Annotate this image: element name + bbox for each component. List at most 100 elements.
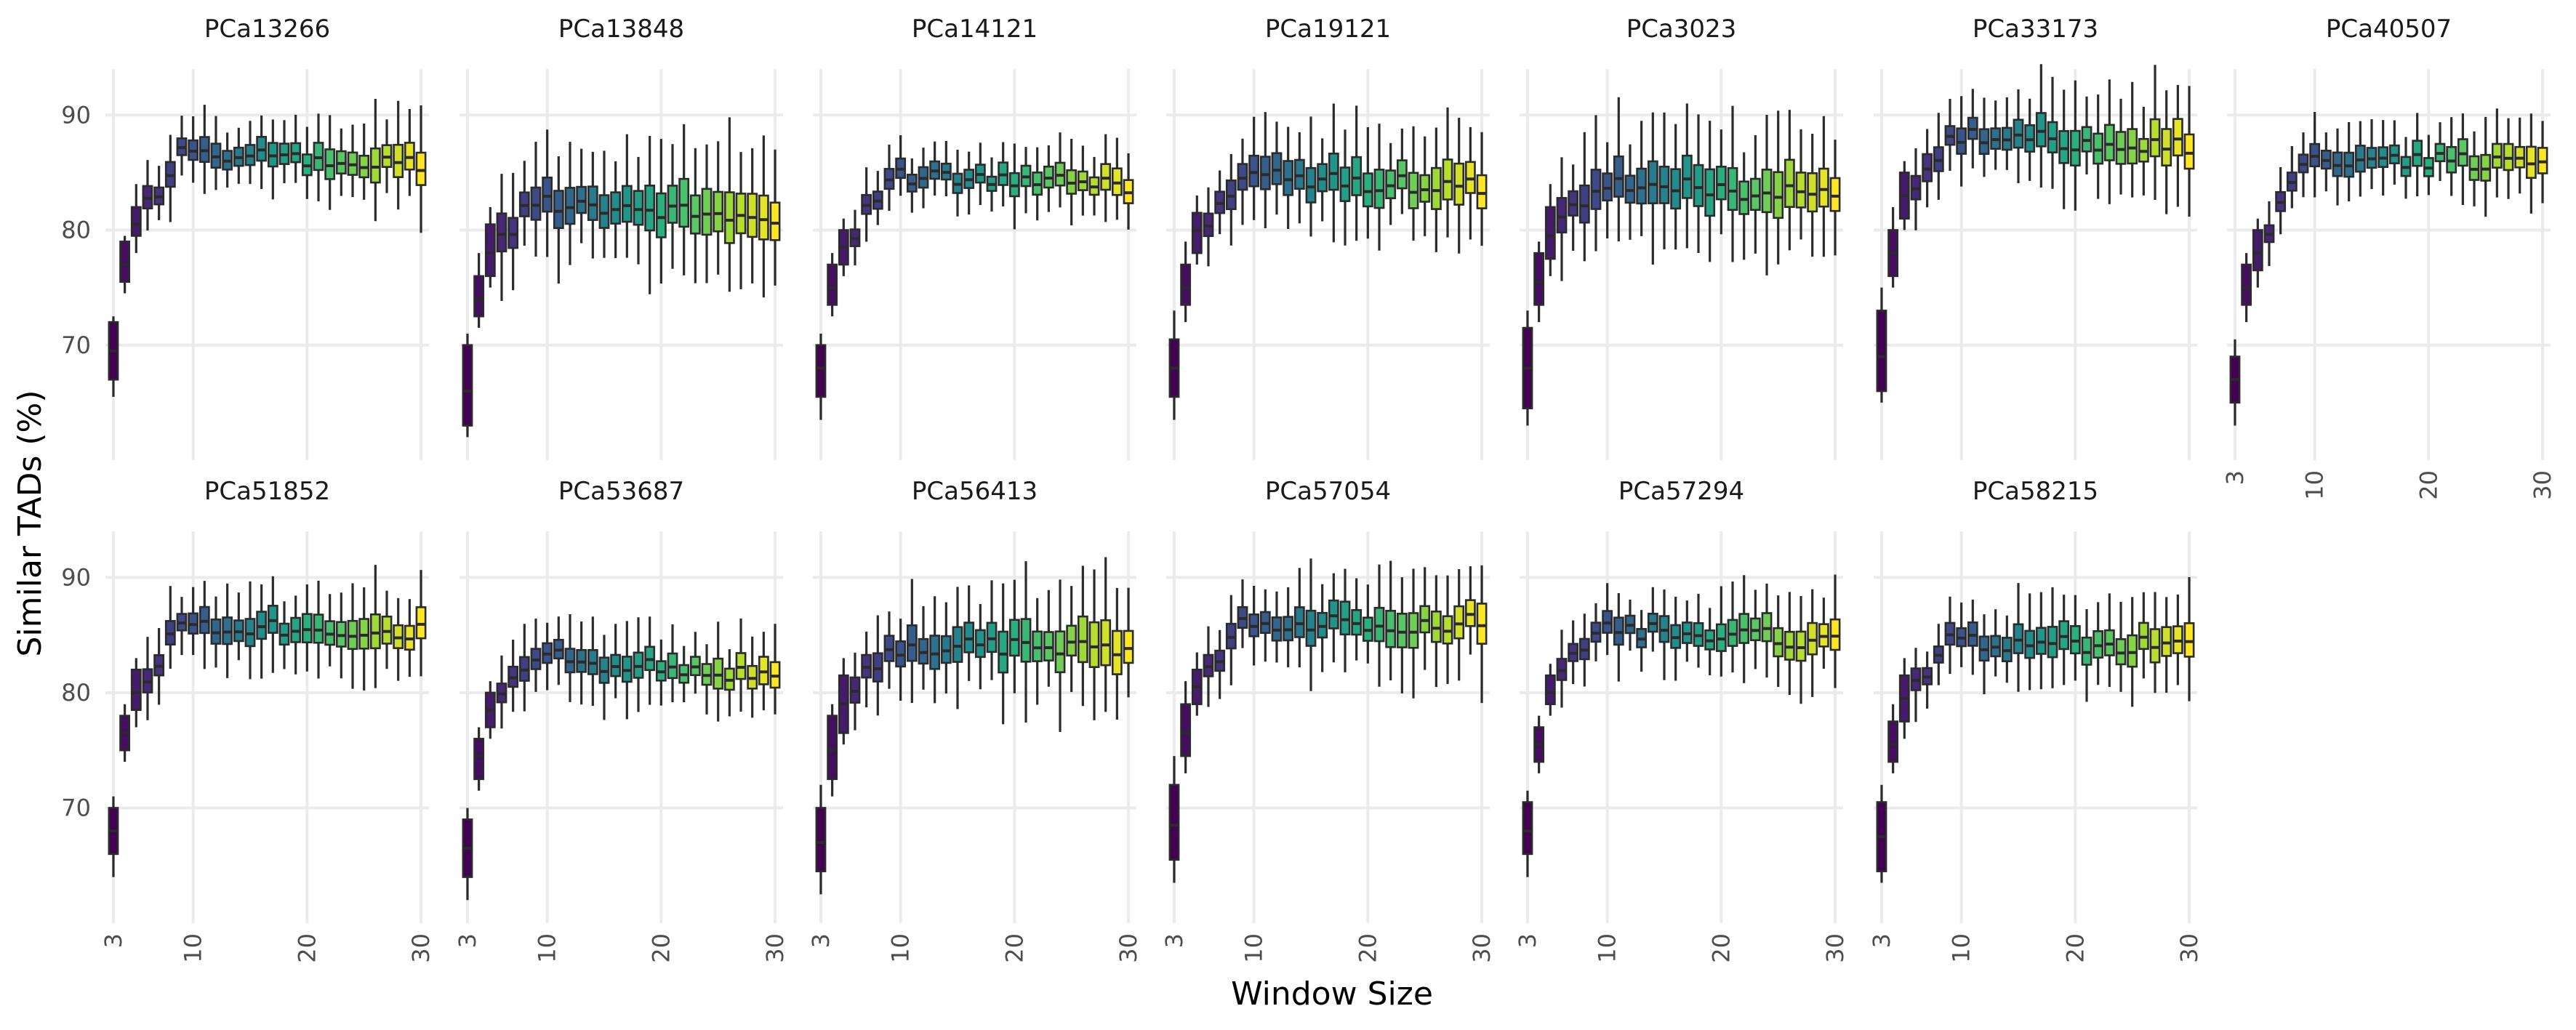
box-plot [1967, 89, 1978, 169]
box-plot [1088, 156, 1100, 216]
box-plot [1077, 566, 1088, 707]
box-plot [1008, 579, 1020, 693]
box-plot [1544, 184, 1556, 276]
box-body [358, 618, 370, 650]
box-plot [1111, 587, 1123, 720]
box-plot [1658, 590, 1670, 680]
facet-panel: PCa19121 [1166, 15, 1490, 460]
box-plot [701, 144, 713, 283]
box-plot [1956, 96, 1967, 187]
box-plot [2138, 592, 2149, 679]
box-plot [542, 129, 553, 257]
box-plot [2093, 94, 2104, 199]
box-plot [1430, 575, 1442, 688]
box-plot [2468, 131, 2480, 206]
box-body [1773, 171, 1784, 220]
box-body [1123, 629, 1134, 664]
x-tick-label: 30 [2529, 470, 2556, 500]
box-plot [986, 157, 998, 212]
box-plot [2149, 592, 2161, 693]
box-body [530, 186, 542, 221]
box-body [1681, 154, 1693, 199]
box-plot [1168, 310, 1180, 420]
box-body [1191, 212, 1203, 254]
box-plot [723, 117, 735, 292]
facet-panel: PCa13266 70 80 90 [61, 15, 429, 460]
box-plot [2286, 145, 2298, 209]
box-plot [1476, 132, 1488, 246]
box-plot [2161, 90, 2172, 214]
box-body [369, 147, 381, 184]
box-body [610, 191, 622, 225]
box-plot [1351, 578, 1363, 661]
facet-title: PCa19121 [1265, 15, 1391, 44]
box-body [2252, 229, 2263, 272]
facet-panel: PCa57294 3 10 20 30 [1514, 477, 1849, 963]
box-plot [1305, 116, 1317, 237]
box-plot [621, 621, 633, 720]
box-body [2115, 131, 2127, 165]
box-plot [1727, 581, 1738, 673]
box-plot [952, 587, 963, 709]
box-plot [1522, 310, 1533, 426]
box-plot [473, 253, 485, 329]
facet-panel: PCa51852 70 80 90 3 10 20 30 [61, 477, 435, 963]
box-body [2058, 129, 2070, 164]
box-plot [358, 587, 370, 691]
box-plot [1693, 114, 1704, 254]
box-body [644, 184, 656, 232]
box-plot [2343, 121, 2355, 202]
box-plot [1419, 567, 1431, 670]
box-plot [2275, 167, 2287, 235]
box-body [758, 194, 769, 241]
box-body [735, 193, 747, 235]
box-plot [278, 601, 290, 669]
box-plot [1990, 100, 2002, 170]
facet-panel: PCa3023 [1520, 15, 1843, 460]
box-body [667, 185, 678, 224]
box-plot [610, 161, 622, 259]
box-body [1738, 180, 1750, 215]
box-body [2035, 112, 2047, 148]
box-plot [1442, 575, 1453, 685]
box-body [1180, 263, 1192, 306]
box-plot [1761, 583, 1773, 678]
box-plot [1408, 568, 1419, 699]
box-plot [2058, 89, 2070, 209]
box-body [701, 188, 713, 236]
box-plot [473, 727, 485, 791]
box-plot [2525, 113, 2537, 214]
facet-panel: PCa57054 3 10 20 30 [1160, 477, 1496, 963]
facet-title: PCa57054 [1265, 477, 1391, 506]
box-plot [1271, 591, 1283, 663]
box-plot [633, 617, 644, 712]
box-plot [176, 116, 188, 176]
box-body [2161, 128, 2172, 166]
box-plot [108, 316, 119, 397]
box-plot [496, 174, 507, 301]
box-body [769, 201, 781, 241]
box-plot [564, 142, 576, 265]
box-plot [2093, 602, 2104, 685]
box-plot [553, 156, 564, 284]
box-plot [2252, 218, 2263, 288]
box-plot [108, 796, 119, 877]
box-plot [838, 658, 849, 745]
x-axis-title: Window Size [1231, 975, 1433, 1013]
box-plot [1328, 573, 1339, 663]
box-plot [861, 167, 872, 242]
box-body [2069, 129, 2081, 166]
box-plot [1203, 187, 1214, 267]
box-plot [2024, 593, 2036, 691]
box-body [119, 241, 131, 283]
box-body [1111, 629, 1123, 675]
box-plot [1818, 116, 1829, 257]
box-plot [1670, 596, 1682, 681]
box-plot [130, 658, 142, 728]
box-plot [530, 618, 542, 692]
box-body [393, 143, 404, 178]
box-plot [1807, 133, 1818, 257]
box-plot [1956, 602, 1967, 667]
box-plot [667, 144, 678, 269]
box-plot [1396, 128, 1408, 214]
